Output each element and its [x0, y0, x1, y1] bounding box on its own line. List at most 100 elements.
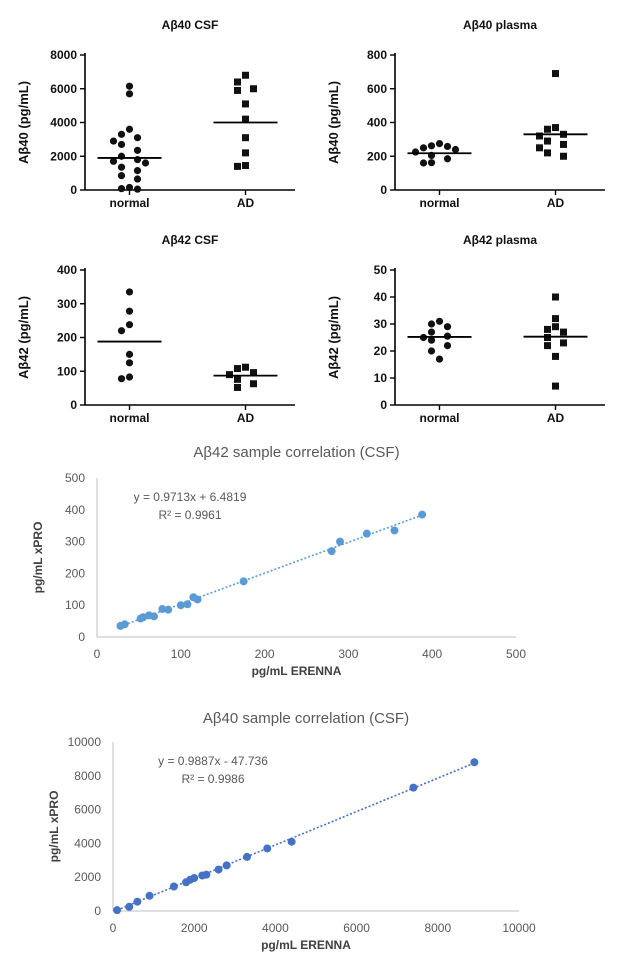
data-point-circle: [133, 134, 142, 142]
data-point-circle: [133, 185, 142, 193]
x-axis-label: pg/mL ERENNA: [261, 938, 351, 952]
x-tick-label: 200: [255, 647, 275, 661]
data-point: [263, 844, 272, 853]
data-point: [164, 605, 173, 614]
data-point-circle: [117, 172, 126, 180]
data-point-circle: [125, 125, 134, 133]
y-tick-label: 8000: [74, 769, 101, 783]
data-point-circle: [109, 157, 118, 165]
scatter-abeta40-correlation: Aβ40 sample correlation (CSF) 0 2000 4000 60…: [0, 700, 620, 975]
y-axis-label: Aβ40 (pg/mL): [16, 81, 31, 164]
data-point-circle: [117, 140, 126, 149]
x-tick-label: AD: [237, 196, 255, 210]
x-tick-label: 6000: [343, 921, 370, 935]
data-point-square: [552, 124, 559, 132]
data-point-square: [552, 70, 559, 78]
y-axis-label: pg/mL xPRO: [47, 791, 61, 863]
data-point: [113, 906, 122, 915]
y-tick-label: 4000: [50, 116, 77, 130]
data-point-circle: [435, 355, 444, 363]
y-tick-label: 50: [374, 263, 388, 277]
data-point-circle: [141, 159, 150, 167]
data-point-square: [552, 352, 559, 360]
y-tick-label: 0: [94, 904, 101, 918]
data-point: [336, 537, 345, 546]
data-point-square: [536, 144, 543, 152]
dot-plot-abeta42-plasma: Aβ42 plasma Aβ42 (pg/mL) 0 10 20 30 40 50 normal…: [310, 215, 620, 435]
data-point-circle: [419, 159, 428, 167]
y-tick-label: 400: [57, 263, 77, 277]
data-point-circle: [117, 375, 126, 383]
y-tick-label: 800: [367, 48, 387, 62]
data-point-circle: [427, 142, 436, 150]
data-point-circle: [117, 130, 126, 138]
data-point-circle: [133, 166, 142, 175]
data-point-square: [544, 325, 551, 333]
dot-plot-abeta42-csf: Aβ42 CSF Aβ42 (pg/mL) 0 100 200 300 400 normal A…: [0, 215, 310, 435]
data-point: [193, 595, 202, 604]
data-point-square: [242, 71, 249, 79]
y-tick-label: 500: [65, 471, 85, 485]
data-point: [470, 758, 479, 767]
data-point-square: [242, 134, 249, 142]
y-tick-label: 6000: [74, 803, 101, 817]
y-tick-label: 8000: [50, 48, 77, 62]
y-tick-label: 200: [367, 149, 387, 163]
r-squared-label: R² = 0.9961: [158, 508, 221, 522]
x-axis-label: pg/mL ERENNA: [252, 664, 342, 678]
data-point-square: [234, 162, 241, 170]
y-tick-label: 20: [374, 344, 388, 358]
data-point-square: [250, 369, 257, 377]
data-point-circle: [411, 148, 420, 156]
data-point: [120, 620, 129, 629]
x-tick-label: AD: [547, 196, 565, 210]
data-point-square: [242, 162, 249, 170]
data-point: [287, 837, 296, 846]
trendline-equation: y = 0.9887x - 47.736: [158, 754, 268, 768]
data-point-circle: [109, 137, 118, 145]
data-point-circle: [451, 145, 460, 154]
y-tick-label: 0: [70, 398, 77, 412]
x-tick-label: 0: [110, 921, 117, 935]
data-point-square: [234, 383, 241, 391]
data-point-circle: [133, 146, 142, 154]
data-point: [125, 902, 134, 911]
data-point: [183, 600, 192, 609]
x-tick-label: normal: [109, 196, 149, 210]
chart-title: Aβ42 CSF: [162, 233, 219, 247]
data-point: [202, 870, 211, 879]
data-point: [242, 852, 251, 861]
data-point-square: [560, 328, 567, 336]
y-tick-label: 2000: [74, 870, 101, 884]
y-tick-label: 200: [65, 566, 85, 580]
y-tick-label: 0: [380, 398, 387, 412]
data-point-circle: [427, 328, 436, 336]
scatter-svg: Aβ42 sample correlation (CSF) 0 100 200 300 4…: [31, 444, 526, 678]
data-point: [390, 526, 399, 535]
data-point-square: [242, 149, 249, 157]
x-tick-label: 4000: [262, 921, 289, 935]
y-tick-label: 600: [367, 82, 387, 96]
data-point-circle: [125, 288, 134, 296]
data-point: [190, 874, 199, 883]
data-point-square: [234, 365, 241, 373]
data-point: [239, 577, 248, 586]
y-tick-label: 30: [374, 317, 388, 331]
dot-plot-abeta40-plasma: Aβ40 plasma Aβ40 (pg/mL) 0 200 400 600 800 norm…: [310, 0, 620, 220]
data-point-square: [544, 137, 551, 145]
x-tick-label: AD: [547, 411, 565, 425]
data-point-square: [250, 85, 257, 93]
y-axis-label: pg/mL xPRO: [31, 522, 45, 594]
dot-plot-svg: Aβ42 CSF Aβ42 (pg/mL) 0 100 200 300 400 normal A…: [16, 233, 295, 425]
data-point: [214, 865, 223, 874]
data-point-square: [234, 78, 241, 86]
dot-plot-svg: Aβ40 CSF Aβ40 (pg/mL) 0 2000 4000 6000 8000 nor…: [16, 18, 295, 210]
dot-plot-svg: Aβ42 plasma Aβ42 (pg/mL) 0 10 20 30 40 50 normal…: [326, 233, 605, 425]
data-point-circle: [443, 155, 452, 163]
data-point: [158, 605, 167, 614]
x-tick-label: 0: [94, 647, 101, 661]
data-point-circle: [427, 159, 436, 167]
x-tick-label: 500: [506, 647, 526, 661]
data-point-circle: [125, 307, 134, 315]
x-tick-label: normal: [419, 411, 459, 425]
